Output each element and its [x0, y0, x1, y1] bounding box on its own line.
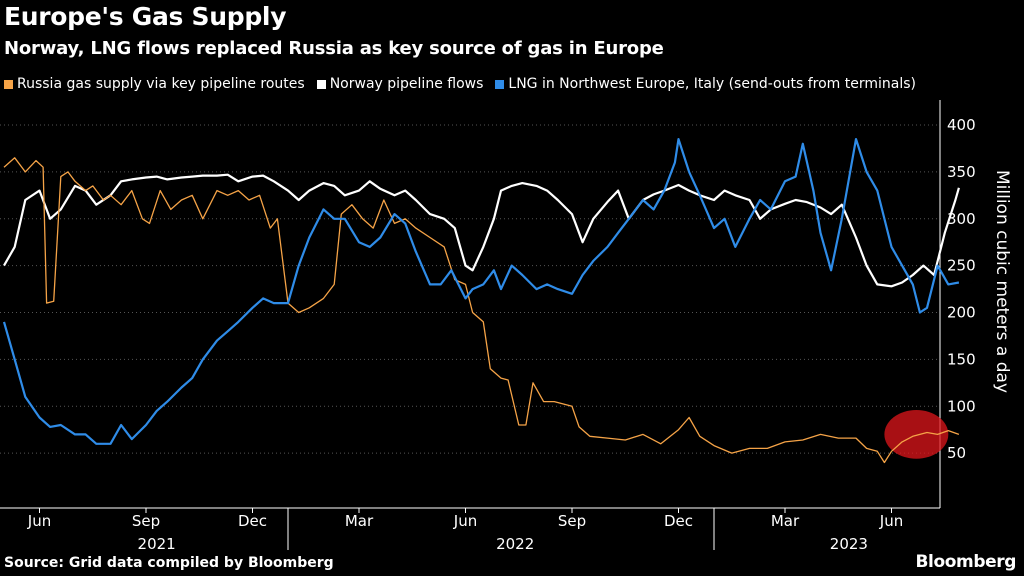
year-label: 2022	[496, 535, 534, 553]
y-tick-label: 300	[947, 210, 976, 228]
y-tick-label: 50	[947, 444, 966, 462]
legend-item-russia: Russia gas supply via key pipeline route…	[4, 76, 305, 92]
series-line-lng	[2, 138, 960, 445]
year-label: 2021	[138, 535, 176, 553]
legend-item-norway: Norway pipeline flows	[316, 76, 484, 92]
legend: Russia gas supply via key pipeline route…	[4, 76, 916, 92]
y-tick-label: 350	[947, 163, 976, 181]
y-tick-label: 250	[947, 257, 976, 275]
x-tick-label: Sep	[132, 512, 160, 530]
x-tick-label: Jun	[27, 512, 51, 530]
x-tick-label: Mar	[345, 512, 374, 530]
year-label: 2023	[830, 535, 868, 553]
x-tick-label: Jun	[879, 512, 903, 530]
y-tick-label: 200	[947, 304, 976, 322]
bloomberg-logo: Bloomberg	[915, 552, 1016, 572]
x-tick-label: Jun	[453, 512, 477, 530]
y-tick-label: 100	[947, 397, 976, 415]
series-line-norway	[3, 173, 960, 288]
chart-title: Europe's Gas Supply	[4, 2, 287, 31]
legend-swatch-norway	[316, 79, 326, 89]
x-tick-label: Dec	[238, 512, 267, 530]
y-tick-label: 400	[947, 116, 976, 134]
x-tick-label: Sep	[558, 512, 586, 530]
legend-item-lng: LNG in Northwest Europe, Italy (send-out…	[495, 76, 916, 92]
legend-swatch-russia	[4, 79, 13, 89]
y-tick-label: 150	[947, 350, 976, 368]
source-note: Source: Grid data compiled by Bloomberg	[4, 555, 334, 571]
legend-label-lng: LNG in Northwest Europe, Italy (send-out…	[508, 76, 916, 92]
legend-swatch-lng	[495, 79, 505, 89]
y-axis-title: Million cubic meters a day	[992, 170, 1012, 393]
x-tick-label: Dec	[664, 512, 693, 530]
chart-subtitle: Norway, LNG flows replaced Russia as key…	[4, 38, 664, 59]
highlight-circle	[884, 410, 949, 459]
legend-label-norway: Norway pipeline flows	[329, 76, 484, 92]
series-line-russia	[3, 157, 960, 464]
legend-label-russia: Russia gas supply via key pipeline route…	[17, 76, 305, 92]
x-tick-label: Mar	[771, 512, 800, 530]
